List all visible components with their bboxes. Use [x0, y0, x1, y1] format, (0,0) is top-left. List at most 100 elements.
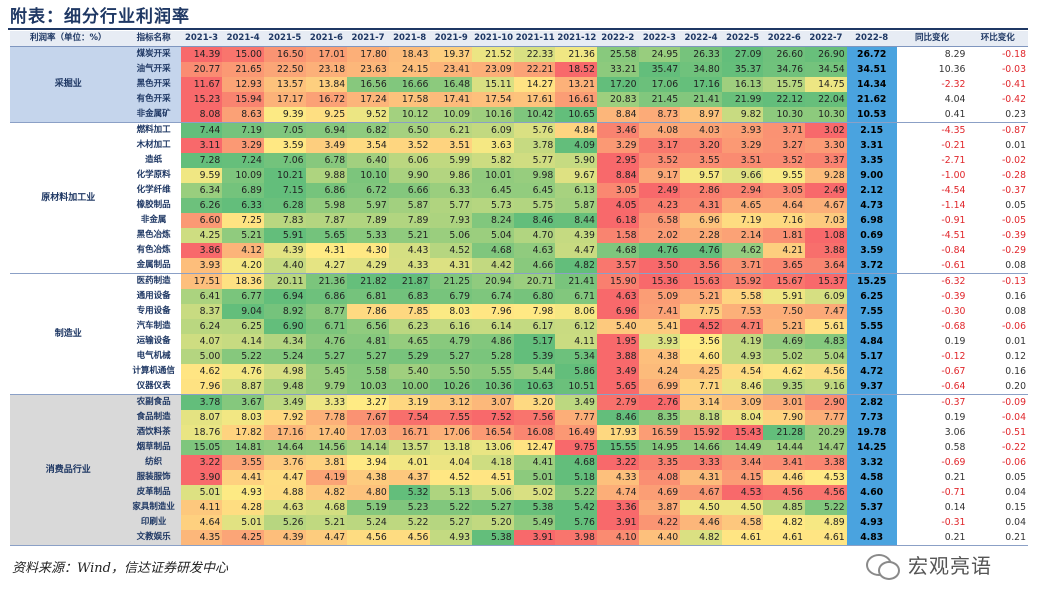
value-cell: 7.47	[805, 304, 847, 319]
value-cell: 4.84	[555, 122, 597, 138]
value-cell: 7.53	[721, 304, 764, 319]
yoy-change-cell: -4.51	[896, 228, 968, 243]
value-cell: 4.10	[596, 530, 639, 546]
value-cell: 5.00	[180, 349, 223, 364]
value-cell: 9.52	[347, 107, 389, 123]
brand-name: 宏观亮语	[908, 554, 992, 578]
yoy-change-cell: -0.12	[896, 349, 968, 364]
value-cell: 4.62	[763, 364, 806, 379]
value-cell: 4.28	[222, 500, 264, 515]
value-cell: 4.07	[180, 334, 223, 349]
value-cell: 4.56	[347, 530, 389, 546]
value-cell: 3.37	[805, 153, 847, 168]
value-cell: 8.03	[222, 410, 264, 425]
value-cell: 4.21	[763, 243, 806, 258]
value-cell: 15.36	[638, 273, 681, 289]
table-row: 专用设备 8.37 9.04 8.92 8.77 7.86 7.85 8.03 7.96 7.98…	[10, 304, 1028, 319]
value-cell: 5.22	[222, 349, 264, 364]
value-cell: 21.41	[555, 273, 597, 289]
mom-change-cell: 0.15	[967, 500, 1028, 515]
value-cell: 4.93	[222, 485, 264, 500]
value-cell: 6.58	[638, 213, 681, 228]
value-cell: 2.49	[805, 183, 847, 198]
value-cell: 16.59	[638, 425, 681, 440]
value-cell: 4.76	[305, 334, 348, 349]
header-month: 2021-8	[388, 31, 431, 47]
value-cell: 7.83	[263, 213, 306, 228]
value-cell: 10.26	[430, 379, 473, 395]
value-cell: 5.33	[347, 228, 389, 243]
value-cell: 7.06	[263, 153, 306, 168]
value-cell: 3.22	[596, 455, 639, 470]
value-cell: 4.62	[721, 243, 764, 258]
current-value-cell: 3.59	[846, 243, 897, 258]
current-value-cell: 2.12	[846, 183, 897, 198]
value-cell: 6.83	[388, 289, 431, 304]
value-cell: 15.92	[680, 425, 722, 440]
value-cell: 4.64	[180, 515, 223, 530]
value-cell: 3.90	[180, 470, 223, 485]
value-cell: 5.20	[472, 515, 514, 530]
yoy-change-cell: -0.67	[896, 364, 968, 379]
value-cell: 6.34	[180, 183, 223, 198]
mom-change-cell: -0.29	[967, 243, 1028, 258]
value-cell: 8.84	[596, 107, 639, 123]
value-cell: 4.52	[680, 319, 722, 334]
value-cell: 10.10	[347, 168, 389, 183]
value-cell: 7.87	[305, 213, 348, 228]
value-cell: 33.21	[596, 62, 639, 77]
mom-change-cell: 0.08	[967, 304, 1028, 319]
yoy-change-cell: 0.21	[896, 530, 968, 546]
value-cell: 8.46	[513, 213, 556, 228]
table-row: 黑色冶炼 4.25 5.21 5.91 5.65 5.33 5.21 5.06 5.04 4.70…	[10, 228, 1028, 243]
value-cell: 4.31	[680, 470, 722, 485]
value-cell: 7.71	[680, 379, 722, 395]
value-cell: 3.76	[263, 455, 306, 470]
value-cell: 4.76	[222, 364, 264, 379]
value-cell: 15.63	[680, 273, 722, 289]
yoy-change-cell: -6.32	[896, 273, 968, 289]
current-value-cell: 3.32	[846, 455, 897, 470]
value-cell: 20.94	[472, 273, 514, 289]
value-cell: 13.18	[430, 440, 473, 455]
value-cell: 3.17	[638, 138, 681, 153]
value-cell: 5.04	[472, 228, 514, 243]
value-cell: 21.87	[388, 273, 431, 289]
table-row: 采掘业 煤炭开采 14.39 15.00 16.50 17.01 17.80 18.43 19.…	[10, 46, 1028, 123]
value-cell: 4.53	[805, 470, 847, 485]
table-row: 原材料加工业 燃料加工 7.44 7.19 7.05 6.94 6.82 6.50 6.21 6.…	[10, 122, 1028, 274]
value-cell: 6.71	[305, 319, 348, 334]
value-cell: 5.61	[805, 319, 847, 334]
industry-name: 化学原料	[126, 168, 181, 183]
yoy-change-cell: 4.04	[896, 92, 968, 107]
table-row: 文教娱乐 4.35 4.25 4.39 4.47 4.56 4.56 4.93 5.38 3.91…	[10, 530, 1028, 546]
value-cell: 3.88	[805, 243, 847, 258]
value-cell: 5.58	[721, 289, 764, 304]
value-cell: 4.43	[388, 243, 431, 258]
value-cell: 21.65	[222, 62, 264, 77]
value-cell: 7.98	[513, 304, 556, 319]
value-cell: 7.16	[763, 213, 806, 228]
value-cell: 5.65	[596, 379, 639, 395]
value-cell: 3.27	[347, 394, 389, 410]
value-cell: 4.20	[222, 258, 264, 274]
value-cell: 5.06	[430, 228, 473, 243]
value-cell: 35.47	[638, 62, 681, 77]
value-cell: 1.08	[805, 228, 847, 243]
value-cell: 16.49	[555, 425, 597, 440]
value-cell: 2.90	[805, 394, 847, 410]
value-cell: 10.00	[388, 379, 431, 395]
value-cell: 4.22	[638, 515, 681, 530]
value-cell: 18.76	[180, 425, 223, 440]
table-row: 非金属 6.60 7.25 7.83 7.87 7.89 7.89 7.93 8.24 8.46 8…	[10, 213, 1028, 228]
table-row: 非金属矿 8.08 8.63 9.39 9.25 9.52 10.12 10.09 10.16 1…	[10, 107, 1028, 123]
value-cell: 7.54	[388, 410, 431, 425]
value-cell: 7.05	[263, 122, 306, 138]
table-row: 食品制造 8.07 8.03 7.92 7.78 7.67 7.54 7.55 7.52 7.56…	[10, 410, 1028, 425]
value-cell: 9.79	[305, 379, 348, 395]
industry-name: 造纸	[126, 153, 181, 168]
value-cell: 1.58	[596, 228, 639, 243]
industry-name: 通用设备	[126, 289, 181, 304]
value-cell: 4.50	[721, 500, 764, 515]
value-cell: 6.21	[430, 122, 473, 138]
